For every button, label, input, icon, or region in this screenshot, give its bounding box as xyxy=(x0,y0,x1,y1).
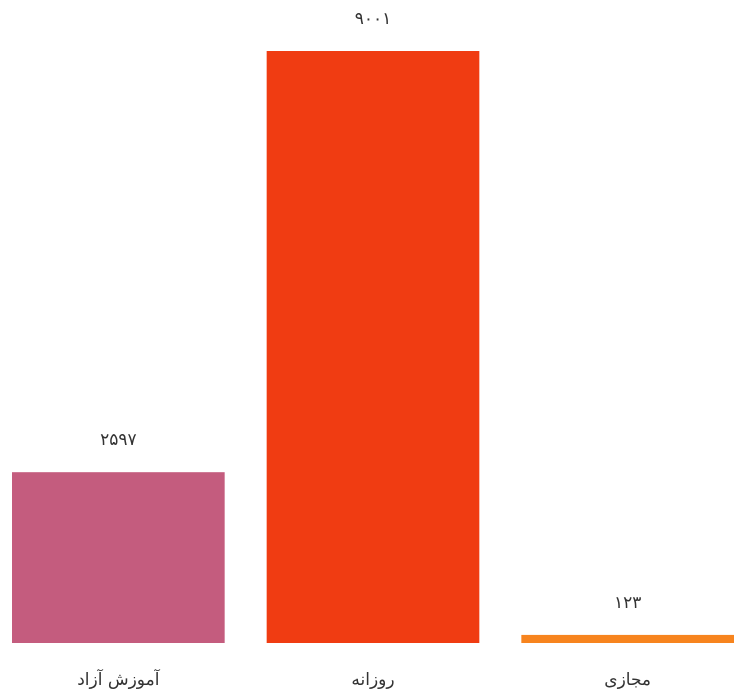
x-tick-label: آموزش آزاد xyxy=(77,668,160,690)
x-tick-label: روزانه xyxy=(351,670,394,690)
bar xyxy=(521,634,734,643)
bar xyxy=(12,472,225,643)
x-tick-label: مجازی xyxy=(604,670,651,690)
value-label: ۲۵۹۷ xyxy=(100,430,137,450)
value-label: ۹۰۰۱ xyxy=(355,9,392,29)
bar xyxy=(266,51,480,643)
value-label: ۱۲۳ xyxy=(614,593,641,613)
